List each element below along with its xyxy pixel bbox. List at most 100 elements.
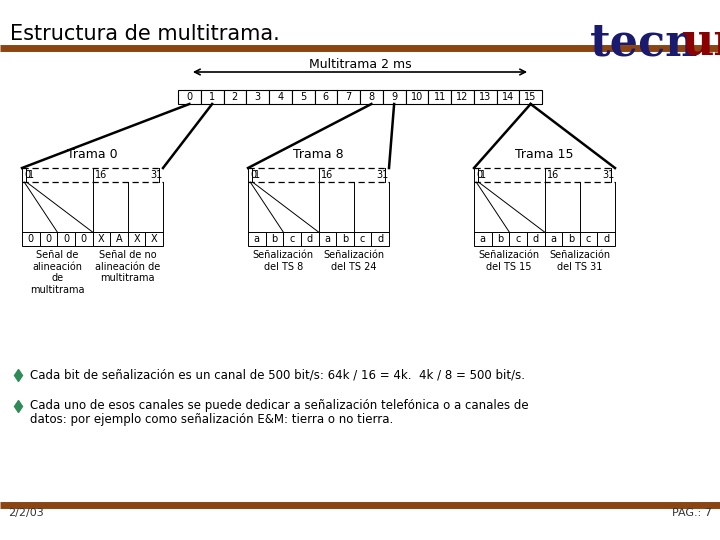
- Bar: [519, 90, 542, 104]
- Bar: [509, 232, 527, 246]
- Bar: [145, 232, 163, 246]
- Bar: [337, 90, 360, 104]
- Text: 16: 16: [94, 170, 107, 180]
- Bar: [178, 90, 201, 104]
- Bar: [246, 90, 269, 104]
- Text: 5: 5: [300, 92, 306, 102]
- Text: 31: 31: [603, 170, 615, 180]
- Text: c: c: [516, 234, 521, 244]
- Bar: [492, 232, 509, 246]
- Text: A: A: [116, 234, 122, 244]
- Text: c: c: [586, 234, 591, 244]
- Text: PAG.: 7: PAG.: 7: [672, 508, 712, 518]
- Bar: [301, 232, 318, 246]
- Text: X: X: [98, 234, 104, 244]
- Bar: [354, 232, 372, 246]
- Text: Señalización
del TS 31: Señalización del TS 31: [549, 250, 611, 272]
- Text: Señal de no
alineación de
multitrama: Señal de no alineación de multitrama: [95, 250, 161, 283]
- Bar: [127, 232, 145, 246]
- Text: b: b: [342, 234, 348, 244]
- Text: 0: 0: [476, 170, 482, 180]
- Text: 0: 0: [186, 92, 192, 102]
- Text: a: a: [324, 234, 330, 244]
- Text: Estructura de multitrama.: Estructura de multitrama.: [10, 24, 280, 44]
- Bar: [318, 232, 336, 246]
- Text: 7: 7: [346, 92, 352, 102]
- Bar: [92, 232, 110, 246]
- Text: c: c: [289, 234, 294, 244]
- Text: 0: 0: [28, 234, 34, 244]
- Bar: [428, 90, 451, 104]
- Text: Multitrama 2 ms: Multitrama 2 ms: [309, 58, 411, 71]
- Text: 9: 9: [391, 92, 397, 102]
- Text: b: b: [568, 234, 574, 244]
- Text: Señalización
del TS 24: Señalización del TS 24: [323, 250, 384, 272]
- Text: 11: 11: [433, 92, 446, 102]
- Text: Trama 8: Trama 8: [293, 147, 344, 160]
- Text: Cada bit de señalización es un canal de 500 bit/s: 64k / 16 = 4k.  4k / 8 = 500 : Cada bit de señalización es un canal de …: [30, 368, 525, 381]
- Bar: [40, 232, 58, 246]
- Text: 8: 8: [369, 92, 374, 102]
- Text: 0: 0: [81, 234, 86, 244]
- Text: datos: por ejemplo como señalización E&M: tierra o no tierra.: datos: por ejemplo como señalización E&M…: [30, 413, 393, 426]
- Text: a: a: [550, 234, 557, 244]
- Text: 31: 31: [150, 170, 163, 180]
- Bar: [598, 232, 615, 246]
- Bar: [315, 90, 337, 104]
- Bar: [283, 232, 301, 246]
- Text: Señalización
del TS 8: Señalización del TS 8: [253, 250, 314, 272]
- Bar: [336, 232, 354, 246]
- Text: 14: 14: [502, 92, 514, 102]
- Text: 16: 16: [546, 170, 559, 180]
- Bar: [22, 232, 40, 246]
- Bar: [248, 232, 266, 246]
- Text: 1: 1: [28, 170, 35, 180]
- Bar: [269, 90, 292, 104]
- Bar: [405, 90, 428, 104]
- Bar: [266, 232, 283, 246]
- Bar: [292, 90, 315, 104]
- Bar: [372, 232, 389, 246]
- Text: 3: 3: [255, 92, 261, 102]
- Text: 4: 4: [277, 92, 284, 102]
- Text: 31: 31: [377, 170, 389, 180]
- Bar: [544, 232, 562, 246]
- Text: 10: 10: [410, 92, 423, 102]
- Bar: [497, 90, 519, 104]
- Text: Cada uno de esos canales se puede dedicar a señalización telefónica o a canales : Cada uno de esos canales se puede dedica…: [30, 400, 528, 413]
- Text: Trama 0: Trama 0: [67, 147, 118, 160]
- Bar: [580, 232, 598, 246]
- Text: 0: 0: [250, 170, 256, 180]
- Text: un: un: [682, 22, 720, 65]
- Text: 12: 12: [456, 92, 469, 102]
- Text: 16: 16: [320, 170, 333, 180]
- Bar: [383, 90, 405, 104]
- Text: 2/2/03: 2/2/03: [8, 508, 44, 518]
- Text: 0: 0: [63, 234, 69, 244]
- Bar: [527, 232, 544, 246]
- Text: d: d: [377, 234, 383, 244]
- Text: tecn: tecn: [590, 22, 698, 65]
- Text: 15: 15: [524, 92, 537, 102]
- Bar: [110, 232, 127, 246]
- Text: X: X: [133, 234, 140, 244]
- Text: d: d: [307, 234, 312, 244]
- Text: a: a: [254, 234, 260, 244]
- Text: Trama 15: Trama 15: [516, 147, 574, 160]
- Bar: [75, 232, 92, 246]
- Text: d: d: [603, 234, 609, 244]
- Bar: [201, 90, 223, 104]
- Bar: [474, 232, 492, 246]
- Bar: [58, 232, 75, 246]
- Text: b: b: [498, 234, 503, 244]
- Text: 1: 1: [209, 92, 215, 102]
- Text: a: a: [480, 234, 486, 244]
- Text: X: X: [151, 234, 158, 244]
- Bar: [451, 90, 474, 104]
- Bar: [562, 232, 580, 246]
- Text: 6: 6: [323, 92, 329, 102]
- Bar: [223, 90, 246, 104]
- Text: 2: 2: [232, 92, 238, 102]
- Text: Señal de
alineación
de
multitrama: Señal de alineación de multitrama: [30, 250, 84, 295]
- Text: 0: 0: [45, 234, 52, 244]
